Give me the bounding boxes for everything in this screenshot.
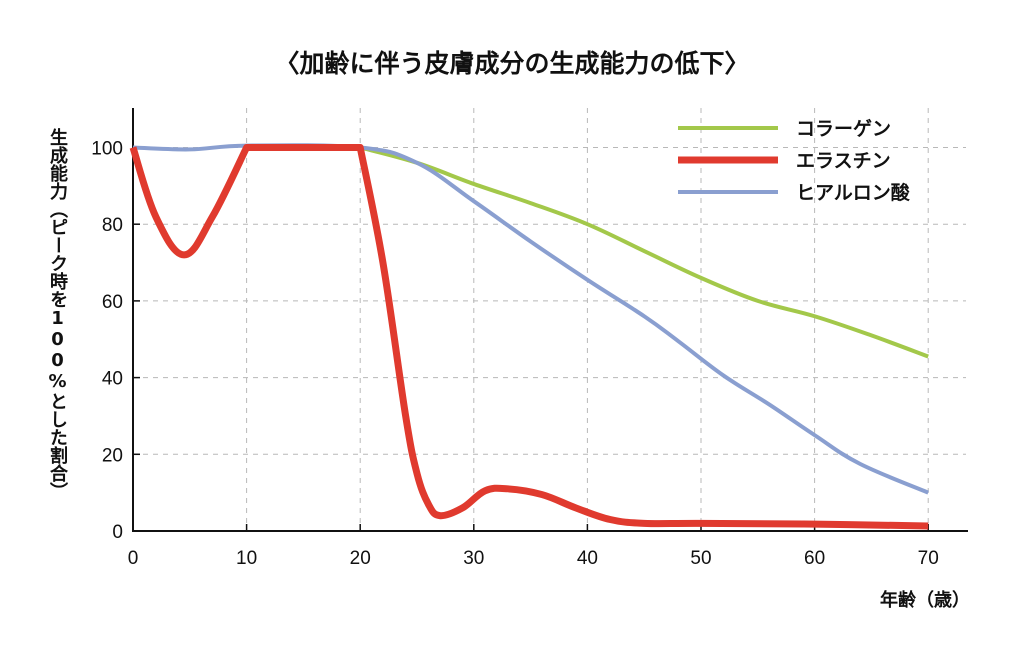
x-tick-label: 0 xyxy=(128,548,139,569)
x-tick-label: 10 xyxy=(236,548,257,569)
axes xyxy=(132,108,968,532)
x-tick-label: 60 xyxy=(804,548,825,569)
y-tick-label: 80 xyxy=(102,215,123,236)
legend-label: コラーゲン xyxy=(796,118,891,140)
tick-labels: 0 20 40 60 80 100 0 10 20 30 40 50 60 70 xyxy=(91,139,938,570)
y-tick-label: 40 xyxy=(102,369,123,390)
x-axis-label: 年齢（歳） xyxy=(880,590,970,611)
x-tick-label: 50 xyxy=(690,548,711,569)
x-tick-label: 70 xyxy=(918,548,939,569)
y-tick-label: 60 xyxy=(102,292,123,313)
elastin-line xyxy=(129,144,929,530)
y-axis-label: 生成能力（ピーク時を100%とした割合） xyxy=(47,128,68,500)
grid-lines xyxy=(133,108,966,531)
chart-title: 〈加齢に伴う皮膚成分の生成能力の低下〉 xyxy=(274,49,750,78)
y-tick-label: 20 xyxy=(102,445,123,466)
x-tick-label: 40 xyxy=(577,548,598,569)
legend-item-elastin: エラスチン xyxy=(678,150,891,172)
collagen-line xyxy=(359,145,929,359)
x-tick-label: 30 xyxy=(463,548,484,569)
data-series xyxy=(129,143,929,530)
legend-label: エラスチン xyxy=(796,150,891,172)
legend-label: ヒアルロン酸 xyxy=(796,181,911,204)
legend-item-hyaluronic-acid: ヒアルロン酸 xyxy=(678,181,911,204)
y-tick-label: 0 xyxy=(112,522,123,543)
y-tick-label: 100 xyxy=(91,139,123,160)
x-tick-label: 20 xyxy=(350,548,371,569)
legend-item-collagen: コラーゲン xyxy=(678,118,891,140)
